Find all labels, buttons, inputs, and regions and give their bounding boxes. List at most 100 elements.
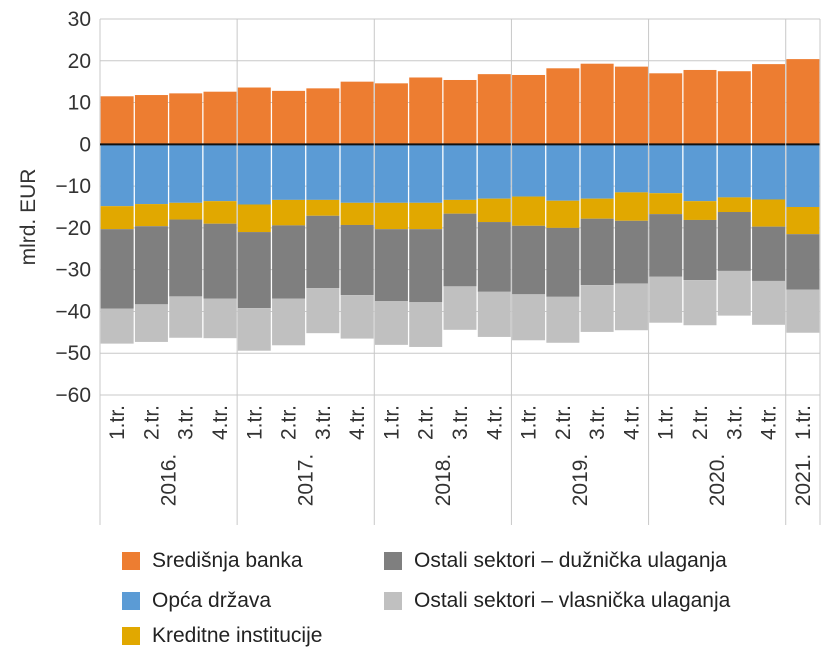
x-tick-label: 4.tr. bbox=[209, 405, 232, 440]
bar-segment-1 bbox=[443, 144, 477, 200]
bar-segment-2 bbox=[203, 201, 237, 224]
y-tick-label: −60 bbox=[55, 384, 91, 407]
bar-segment-4 bbox=[134, 304, 168, 342]
bar-segment-0 bbox=[443, 79, 477, 145]
bar-segment-3 bbox=[580, 218, 614, 286]
x-tick-label: 2.tr. bbox=[552, 405, 575, 440]
bar-segment-4 bbox=[717, 270, 751, 316]
bar-segment-0 bbox=[717, 71, 751, 145]
x-tick-label: 1.tr. bbox=[518, 405, 541, 440]
bar-segment-0 bbox=[134, 95, 168, 145]
bar-segment-2 bbox=[546, 200, 580, 228]
bar-segment-3 bbox=[717, 212, 751, 271]
bar-segment-3 bbox=[649, 214, 683, 277]
bar-segment-1 bbox=[614, 144, 648, 193]
x-tick-label: 4.tr. bbox=[346, 405, 369, 440]
y-tick-label: −10 bbox=[55, 175, 91, 198]
bar-segment-4 bbox=[786, 289, 820, 333]
bar-segment-0 bbox=[100, 96, 134, 145]
y-axis: 30 20 10 0 −10 −20 −30 −40 −50 −60 bbox=[55, 8, 91, 407]
bar-segment-0 bbox=[340, 81, 374, 145]
bar-segment-0 bbox=[614, 66, 648, 145]
bar-segment-3 bbox=[752, 226, 786, 281]
bar-segment-1 bbox=[134, 144, 168, 205]
bar-segment-1 bbox=[546, 144, 580, 201]
y-tick-label: 0 bbox=[79, 133, 91, 156]
bar-segment-4 bbox=[169, 296, 203, 338]
x-tick-label: 3.tr. bbox=[723, 405, 746, 440]
y-tick-label: −30 bbox=[55, 259, 91, 282]
bar-segment-3 bbox=[169, 219, 203, 297]
bar-segment-1 bbox=[374, 144, 408, 203]
bar-segment-2 bbox=[683, 201, 717, 220]
bar-segment-0 bbox=[374, 83, 408, 145]
bar-segment-0 bbox=[580, 63, 614, 145]
x-tick-label: 1.tr. bbox=[655, 405, 678, 440]
x-tick-label: 3.tr. bbox=[449, 405, 472, 440]
bar-segment-0 bbox=[409, 77, 443, 145]
x-tick-label: 3.tr. bbox=[312, 405, 335, 440]
y-tick-label: −40 bbox=[55, 300, 91, 323]
bar-segment-3 bbox=[546, 227, 580, 297]
bar-segment-2 bbox=[649, 193, 683, 215]
bar-segment-4 bbox=[203, 298, 237, 339]
bar-segment-0 bbox=[477, 74, 511, 145]
bar-segment-2 bbox=[134, 204, 168, 227]
bar-segment-1 bbox=[512, 144, 546, 197]
year-label: 2021. bbox=[792, 454, 815, 507]
bar-segment-2 bbox=[340, 202, 374, 225]
bar-segment-1 bbox=[786, 144, 820, 207]
y-tick-label: 10 bbox=[68, 92, 91, 115]
x-tick-label: 4.tr. bbox=[758, 405, 781, 440]
bar-segment-2 bbox=[786, 207, 820, 235]
bar-segment-3 bbox=[134, 226, 168, 305]
bars-group bbox=[100, 59, 820, 351]
bar-segment-4 bbox=[752, 280, 786, 325]
x-tick-label: 2.tr. bbox=[415, 405, 438, 440]
bar-segment-4 bbox=[409, 302, 443, 347]
bar-segment-4 bbox=[237, 308, 271, 351]
bar-segment-1 bbox=[717, 144, 751, 198]
bar-segment-4 bbox=[306, 288, 340, 334]
bar-segment-1 bbox=[580, 144, 614, 199]
bar-segment-2 bbox=[614, 192, 648, 221]
bar-segment-3 bbox=[100, 229, 134, 309]
bar-segment-4 bbox=[443, 286, 477, 330]
bar-segment-3 bbox=[409, 229, 443, 303]
x-tick-label: 4.tr. bbox=[483, 405, 506, 440]
bar-segment-3 bbox=[306, 215, 340, 289]
x-tick-label: 4.tr. bbox=[620, 405, 643, 440]
bar-segment-4 bbox=[340, 295, 374, 339]
bar-segment-0 bbox=[786, 59, 820, 145]
bar-segment-4 bbox=[100, 308, 134, 344]
x-tick-label: 2.tr. bbox=[278, 405, 301, 440]
bar-segment-2 bbox=[237, 204, 271, 233]
bar-segment-2 bbox=[512, 196, 546, 226]
bar-segment-4 bbox=[272, 298, 306, 346]
x-tick-label: 2.tr. bbox=[140, 405, 163, 440]
bar-segment-1 bbox=[477, 144, 511, 199]
x-tick-label: 3.tr. bbox=[586, 405, 609, 440]
year-label: 2017. bbox=[295, 454, 318, 507]
bar-segment-1 bbox=[409, 144, 443, 203]
bar-segment-1 bbox=[340, 144, 374, 203]
bar-segment-3 bbox=[786, 234, 820, 290]
bar-segment-3 bbox=[512, 225, 546, 295]
bar-segment-3 bbox=[374, 229, 408, 301]
y-tick-label: 30 bbox=[68, 8, 91, 31]
x-tick-label: 1.tr. bbox=[243, 405, 266, 440]
x-tick-label: 1.tr. bbox=[106, 405, 129, 440]
x-tick-label: 3.tr. bbox=[175, 405, 198, 440]
bar-segment-1 bbox=[100, 144, 134, 207]
bar-segment-3 bbox=[237, 232, 271, 309]
bar-segment-4 bbox=[512, 294, 546, 341]
bar-segment-2 bbox=[374, 202, 408, 230]
bar-segment-4 bbox=[477, 291, 511, 337]
bar-segment-0 bbox=[203, 91, 237, 145]
bar-segment-2 bbox=[306, 199, 340, 216]
bar-segment-2 bbox=[409, 202, 443, 230]
bar-segment-4 bbox=[649, 276, 683, 323]
bar-segment-3 bbox=[340, 224, 374, 296]
bar-segment-3 bbox=[614, 220, 648, 284]
